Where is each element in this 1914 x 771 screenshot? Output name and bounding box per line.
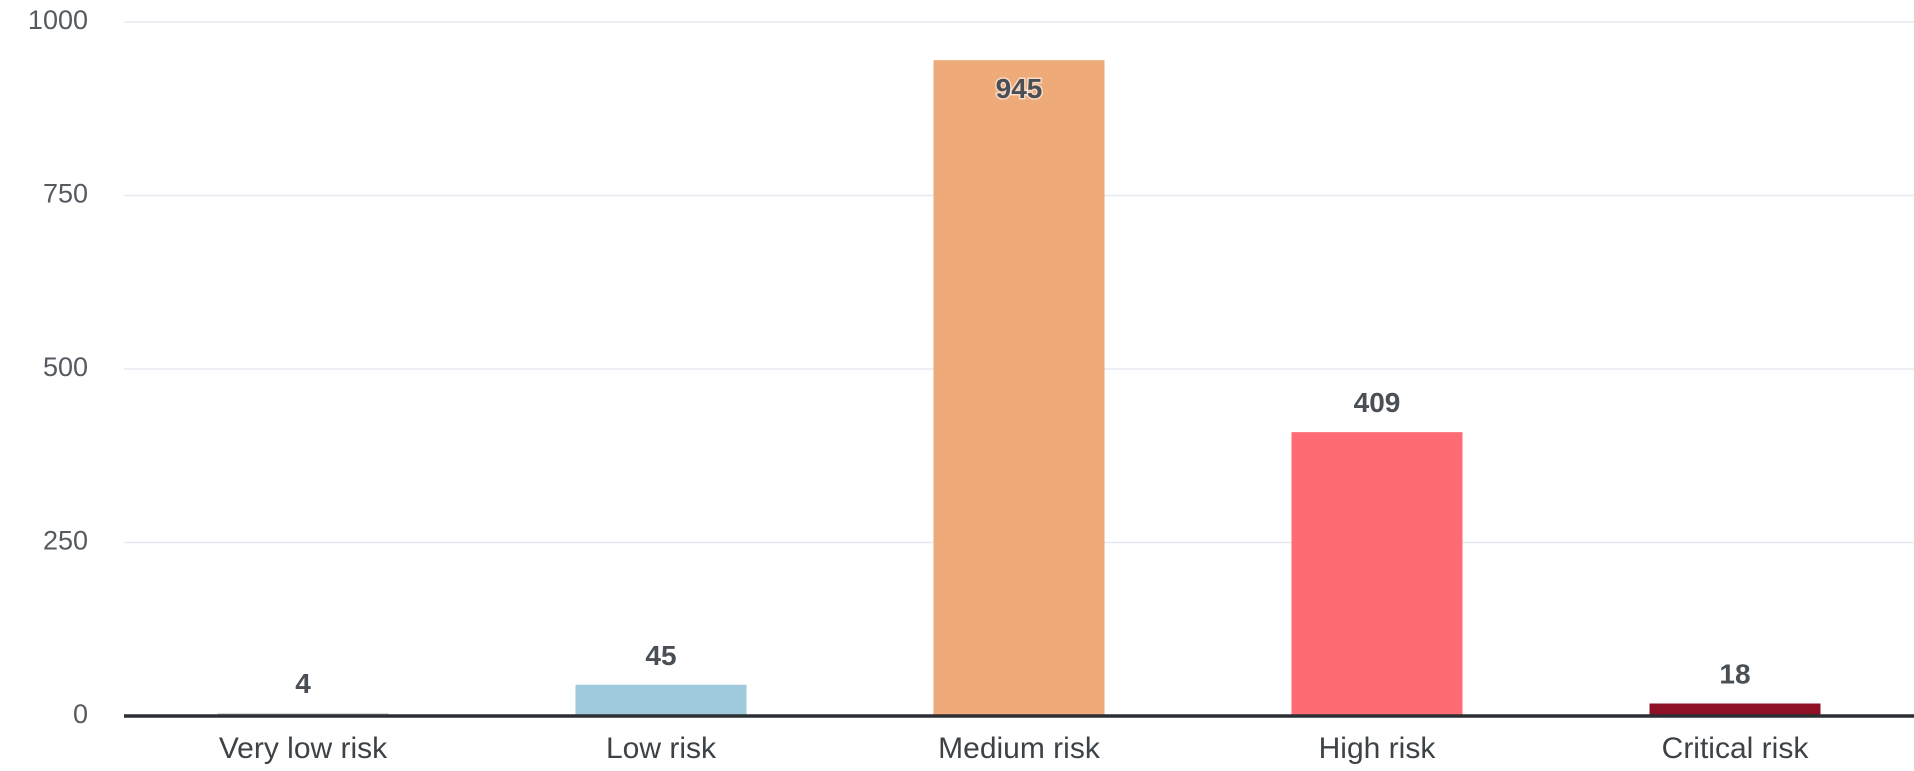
data-label-2: 945 (996, 73, 1043, 104)
bars (217, 60, 1821, 717)
data-label-1: 45 (645, 640, 676, 671)
bar-4 (1649, 703, 1821, 716)
x-category-label-2: Medium risk (938, 732, 1101, 765)
y-tick-label: 1000 (28, 5, 88, 35)
bar-2 (933, 60, 1105, 717)
x-category-label-0: Very low risk (219, 732, 388, 765)
data-label-3: 409 (1354, 387, 1401, 418)
x-category-label-3: High risk (1319, 732, 1437, 765)
x-axis-categories: Very low risk Low risk Medium risk High ris… (219, 732, 1810, 765)
data-label-0: 4 (295, 668, 311, 699)
y-tick-label: 500 (43, 352, 88, 382)
y-axis-ticks: 0 250 500 750 1000 (28, 5, 88, 729)
x-category-label-1: Low risk (606, 732, 717, 765)
data-labels: 4 45 945 409 18 (295, 72, 1750, 700)
data-label-4: 18 (1719, 659, 1750, 690)
y-tick-label: 750 (43, 179, 88, 209)
y-tick-label: 0 (73, 699, 88, 729)
bar-3 (1291, 432, 1463, 716)
y-tick-label: 250 (43, 526, 88, 556)
bar-1 (575, 684, 747, 716)
x-category-label-4: Critical risk (1662, 732, 1810, 765)
